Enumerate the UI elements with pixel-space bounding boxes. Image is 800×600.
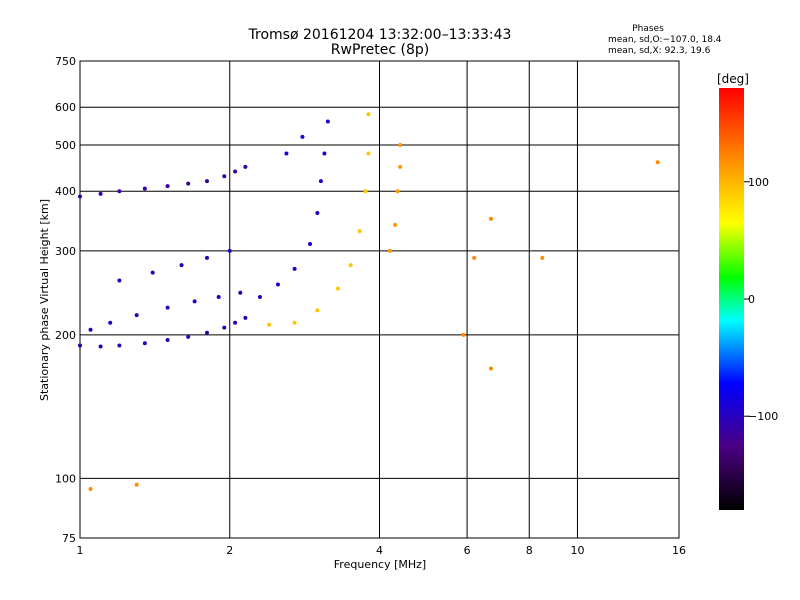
data-point	[78, 343, 82, 348]
y-tick-label: 500	[55, 139, 76, 152]
y-tick-label: 100	[55, 472, 76, 485]
data-point	[117, 343, 122, 348]
data-point	[398, 142, 403, 147]
y-tick-label: 750	[55, 55, 76, 68]
data-point	[142, 341, 147, 346]
data-point	[117, 189, 122, 194]
data-point	[257, 295, 262, 300]
y-tick-label: 75	[62, 532, 76, 545]
data-point	[204, 179, 209, 184]
data-point	[233, 169, 238, 174]
data-point	[366, 112, 371, 117]
data-point	[395, 189, 400, 194]
colorbar-tick-label: 100	[748, 176, 769, 189]
data-point	[243, 164, 248, 169]
y-tick-label: 300	[55, 245, 76, 258]
data-point	[488, 366, 493, 371]
data-point	[222, 325, 227, 330]
x-tick-label: 16	[672, 544, 686, 557]
data-point	[134, 482, 139, 487]
data-point	[150, 270, 155, 275]
data-point	[393, 222, 398, 227]
data-point	[238, 290, 243, 295]
y-axis-ticks: 75 100 200 300 400 500 600 750	[55, 55, 76, 545]
y-tick-label: 200	[55, 329, 76, 342]
x-axis-ticks: 1 2 4 6 8 10 16	[77, 544, 687, 557]
phase-info-o-mode: mean, sd,O:−107.0, 18.4	[608, 35, 722, 45]
data-point	[165, 305, 170, 310]
data-point	[308, 242, 313, 247]
data-point	[335, 286, 340, 291]
data-point	[222, 174, 227, 179]
data-point	[227, 248, 232, 253]
data-point	[192, 299, 197, 304]
data-point	[98, 344, 103, 349]
colorbar-tick-label: 0	[748, 293, 755, 306]
chart-subtitle: RwPretec (8p)	[331, 42, 429, 58]
phase-info-heading: Phases	[632, 24, 664, 34]
data-point	[325, 119, 330, 124]
data-point	[398, 164, 403, 169]
data-point	[655, 160, 660, 165]
x-axis-label: Frequency [MHz]	[334, 558, 426, 571]
data-point	[322, 151, 327, 156]
x-tick-label: 10	[570, 544, 584, 557]
data-point	[315, 211, 320, 216]
x-tick-label: 1	[77, 544, 84, 557]
x-tick-label: 6	[464, 544, 471, 557]
data-point	[388, 248, 393, 253]
data-point	[134, 313, 139, 318]
data-point	[357, 229, 362, 234]
data-point	[186, 181, 191, 186]
y-axis-label: Stationary phase Virtual Height [km]	[38, 199, 51, 401]
data-point	[488, 216, 493, 221]
data-point	[233, 320, 238, 325]
data-point	[267, 322, 272, 327]
scatter-points	[78, 112, 660, 492]
colorbar-ticks: 100 0 −100	[744, 176, 778, 423]
colorbar	[719, 88, 744, 510]
y-tick-label: 400	[55, 185, 76, 198]
data-point	[318, 179, 323, 184]
x-tick-label: 8	[526, 544, 533, 557]
data-point	[204, 255, 209, 260]
data-point	[204, 330, 209, 335]
data-point	[179, 263, 184, 268]
data-point	[540, 255, 545, 260]
data-point	[88, 327, 93, 332]
chart-title: Tromsø 20161204 13:32:00–13:33:43	[248, 27, 512, 43]
data-point	[142, 186, 147, 191]
data-point	[186, 334, 191, 339]
data-point	[165, 338, 170, 343]
data-point	[275, 282, 280, 287]
data-point	[108, 320, 113, 325]
x-tick-label: 4	[376, 544, 383, 557]
colorbar-label: [deg]	[717, 72, 749, 86]
data-point	[348, 263, 353, 268]
data-point	[243, 315, 248, 320]
data-point	[78, 194, 82, 199]
data-point	[472, 255, 477, 260]
grid-lines	[80, 61, 679, 538]
colorbar-tick-label: −100	[748, 410, 778, 423]
data-point	[315, 308, 320, 313]
data-point	[366, 151, 371, 156]
data-point	[300, 134, 305, 139]
data-point	[117, 278, 122, 283]
data-point	[292, 266, 297, 271]
data-point	[165, 184, 170, 189]
data-point	[284, 151, 289, 156]
data-point	[88, 487, 93, 492]
data-point	[461, 332, 466, 337]
x-tick-label: 2	[226, 544, 233, 557]
phase-info-x-mode: mean, sd,X: 92.3, 19.6	[608, 46, 711, 56]
data-point	[292, 320, 297, 325]
data-point	[363, 189, 368, 194]
data-point	[98, 191, 103, 196]
y-tick-label: 600	[55, 101, 76, 114]
data-point	[216, 295, 221, 300]
